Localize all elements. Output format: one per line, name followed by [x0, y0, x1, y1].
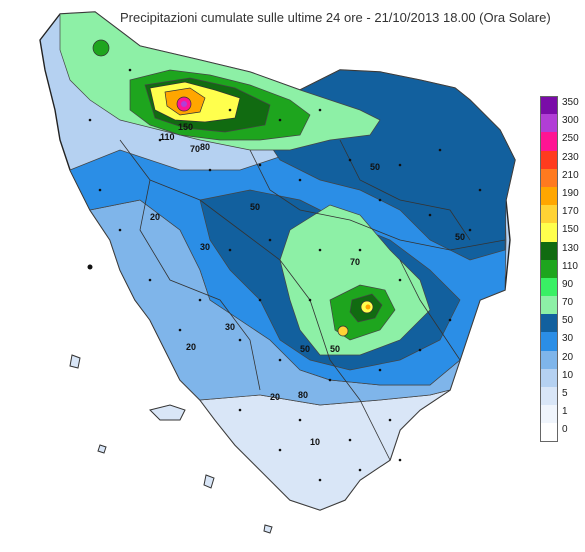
legend-item: 250 [540, 132, 582, 151]
contour-label: 80 [298, 390, 308, 400]
legend-item: 0 [540, 423, 582, 442]
nw-spot [92, 39, 110, 57]
island-giglio [203, 474, 215, 489]
legend-label: 50 [562, 315, 574, 327]
legend-swatch [540, 296, 558, 315]
contour-label: 20 [270, 392, 280, 402]
central-peak-core [365, 304, 371, 310]
contour-label: 50 [330, 344, 340, 354]
legend-swatch [540, 405, 558, 424]
legend-swatch [540, 150, 558, 169]
legend-item: 170 [540, 205, 582, 224]
legend-label: 0 [562, 424, 568, 436]
north-peak-core [181, 101, 187, 107]
contour-label: 50 [250, 202, 260, 212]
contour-label: 110 [160, 132, 175, 142]
legend-swatch [540, 96, 558, 115]
legend-swatch [540, 132, 558, 151]
contour-label: 50 [455, 232, 465, 242]
legend-swatch [540, 332, 558, 351]
map-title: Precipitazioni cumulate sulle ultime 24 … [120, 10, 551, 25]
legend-swatch [540, 368, 558, 387]
south-peak [337, 325, 349, 337]
legend-swatch [540, 314, 558, 333]
island-pianosa [97, 444, 107, 454]
legend-item: 130 [540, 241, 582, 260]
legend-label: 20 [562, 351, 574, 363]
legend-label: 30 [562, 333, 574, 345]
legend-label: 350 [562, 97, 579, 108]
contour-label: 70 [190, 144, 200, 154]
contour-label: 30 [200, 242, 210, 252]
legend-swatch [540, 114, 558, 133]
legend-label: 250 [562, 133, 579, 145]
legend-swatch [540, 205, 558, 224]
contour-label: 150 [178, 122, 193, 132]
legend-item: 150 [540, 223, 582, 242]
legend-item: 20 [540, 350, 582, 369]
legend-swatch [540, 168, 558, 187]
legend-swatch [540, 423, 558, 442]
zone-light-south [199, 389, 451, 511]
contour-label: 20 [150, 212, 160, 222]
legend-swatch [540, 223, 558, 242]
island-giannutri [263, 524, 273, 534]
legend-label: 90 [562, 278, 574, 290]
legend-label: 170 [562, 206, 579, 218]
legend-item: 190 [540, 186, 582, 206]
color-legend: 350 300 250 230 210 190 170 150 130 110 90 70 50 30 20… [540, 96, 582, 442]
province-borders [119, 139, 506, 461]
legend-swatch [540, 387, 558, 406]
legend-item: 110 [540, 259, 582, 278]
contour-label: 80 [200, 142, 210, 152]
island-capraia [69, 354, 81, 369]
legend-label: 5 [562, 388, 568, 399]
legend-swatch [540, 259, 558, 278]
legend-label: 210 [562, 169, 579, 181]
station-dots [88, 68, 482, 482]
legend-item: 210 [540, 168, 582, 187]
contour-label: 20 [186, 342, 196, 352]
legend-label: 190 [562, 187, 579, 199]
zone-70-central [279, 204, 431, 356]
contour-label: 50 [370, 162, 380, 172]
legend-item: 5 [540, 387, 582, 406]
legend-swatch [540, 186, 558, 206]
contour-label: 50 [300, 344, 310, 354]
legend-label: 1 [562, 406, 568, 418]
legend-label: 70 [562, 297, 574, 309]
legend-swatch [540, 241, 558, 260]
legend-item: 230 [540, 150, 582, 169]
legend-item: 90 [540, 277, 582, 297]
legend-item: 1 [540, 405, 582, 424]
island-gorgona [87, 264, 93, 270]
island-elba [149, 404, 186, 421]
legend-label: 150 [562, 224, 579, 236]
legend-label: 110 [562, 260, 578, 272]
legend-label: 10 [562, 369, 574, 381]
legend-label: 130 [562, 242, 579, 254]
legend-item: 50 [540, 314, 582, 333]
legend-label: 230 [562, 151, 579, 163]
legend-item: 300 [540, 114, 582, 133]
contour-label: 10 [310, 437, 320, 447]
legend-item: 350 [540, 96, 582, 115]
legend-swatch [540, 277, 558, 297]
legend-item: 70 [540, 296, 582, 315]
legend-item: 30 [540, 332, 582, 351]
contour-label: 70 [350, 257, 360, 267]
legend-item: 10 [540, 368, 582, 387]
legend-label: 300 [562, 115, 579, 127]
legend-swatch [540, 350, 558, 369]
contour-label: 30 [225, 322, 235, 332]
